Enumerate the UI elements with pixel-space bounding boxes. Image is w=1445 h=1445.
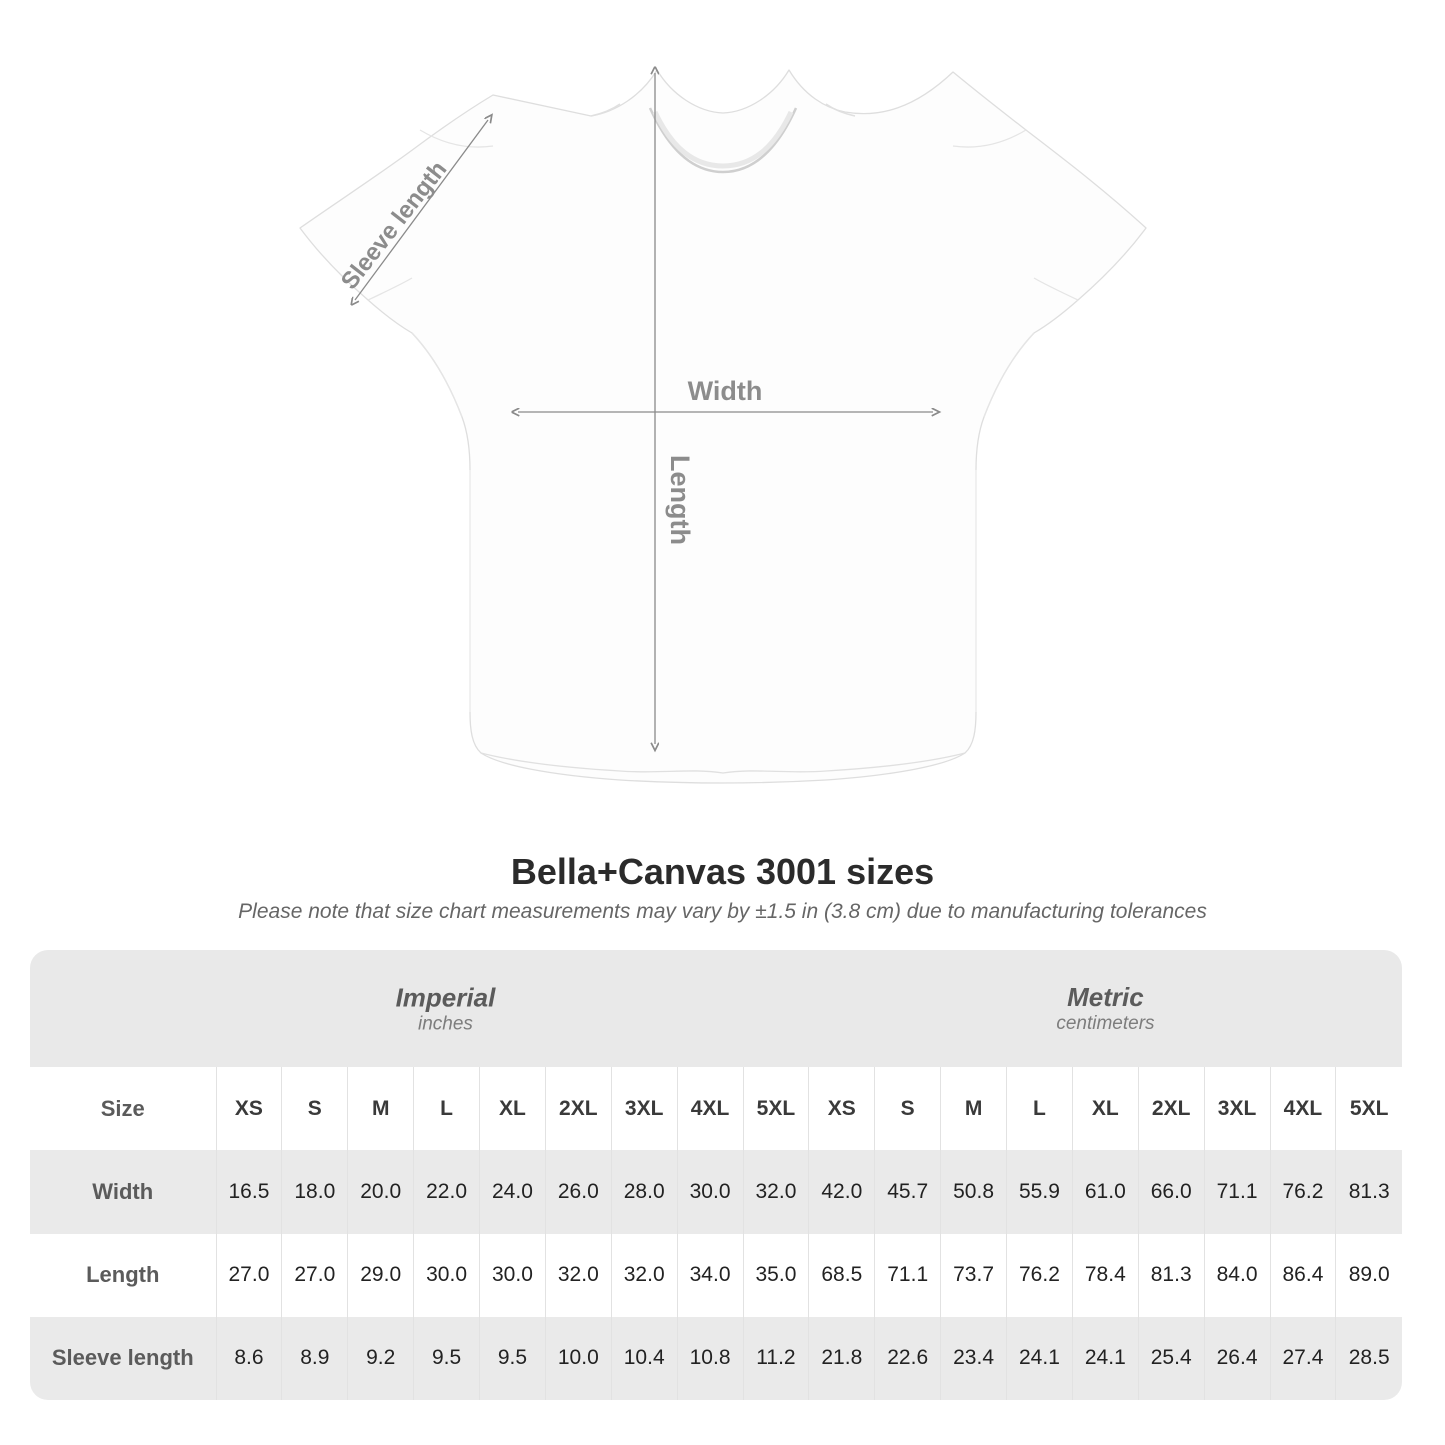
svg-text:Length: Length <box>665 455 695 545</box>
svg-text:Width: Width <box>688 376 763 406</box>
